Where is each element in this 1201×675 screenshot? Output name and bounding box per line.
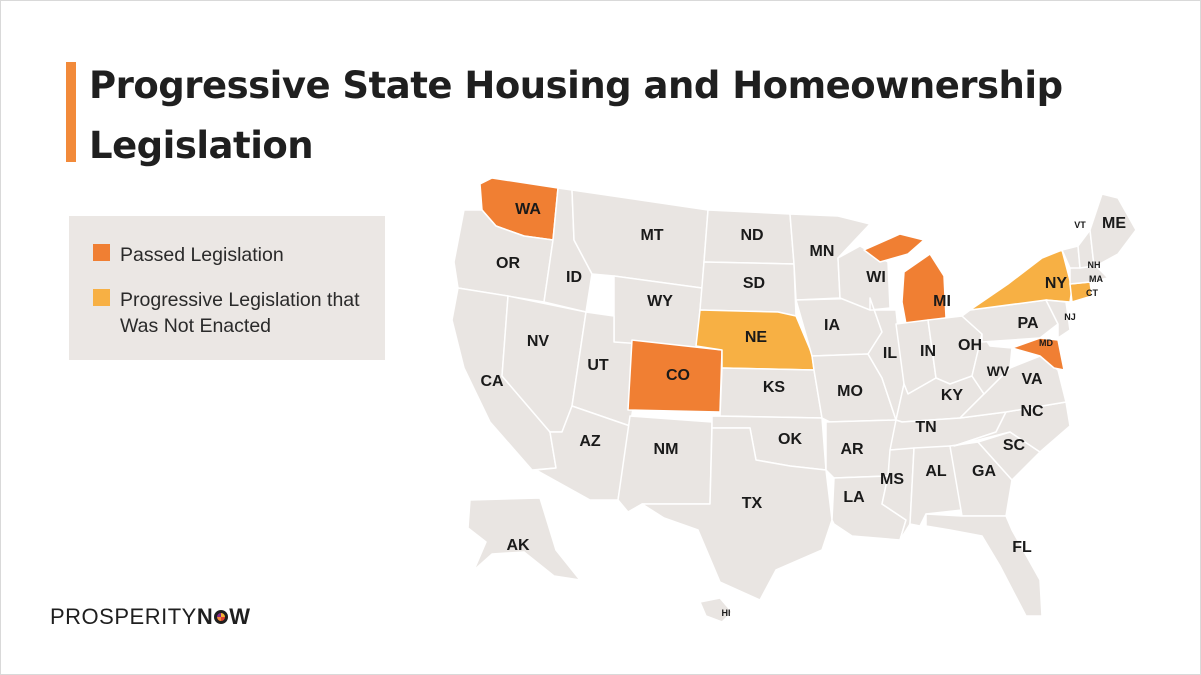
state-fl <box>925 513 1043 617</box>
state-label-ny: NY <box>1045 275 1068 292</box>
page-title: Progressive State Housing and Homeowners… <box>89 64 1063 167</box>
state-label-ks: KS <box>763 379 786 396</box>
state-label-or: OR <box>496 255 520 272</box>
state-label-hi: HI <box>722 608 731 618</box>
state-label-nj: NJ <box>1064 312 1076 322</box>
state-label-va: VA <box>1021 371 1042 388</box>
state-me <box>1089 193 1137 267</box>
state-label-nm: NM <box>654 441 679 458</box>
state-label-nh: NH <box>1088 260 1101 270</box>
legend-label-passed: Passed Legislation <box>120 244 284 266</box>
state-label-la: LA <box>843 489 865 506</box>
state-label-al: AL <box>925 463 947 480</box>
state-label-wv: WV <box>987 363 1010 379</box>
state-label-ga: GA <box>972 463 996 480</box>
state-label-pa: PA <box>1017 315 1038 332</box>
legend-item-passed: Passed Legislation <box>93 242 284 268</box>
state-label-nc: NC <box>1020 403 1044 420</box>
state-label-me: ME <box>1102 215 1126 232</box>
state-label-ct: CT <box>1086 288 1098 298</box>
state-label-id: ID <box>566 269 582 286</box>
state-label-mn: MN <box>810 243 835 260</box>
title-accent-bar <box>66 62 76 162</box>
state-label-wi: WI <box>866 269 886 286</box>
us-map: WA OR CA ID NV MT WY UT AZ CO NM ND SD NE KS OK TX MN IA MO… <box>430 170 1170 640</box>
state-label-ne: NE <box>745 329 768 346</box>
legend-swatch-passed <box>93 244 110 261</box>
state-label-md: MD <box>1039 338 1053 348</box>
state-label-tn: TN <box>915 419 936 436</box>
state-label-mt: MT <box>640 227 663 244</box>
state-label-mo: MO <box>837 383 863 400</box>
state-label-vt: VT <box>1074 220 1086 230</box>
state-mi <box>901 253 947 325</box>
state-label-ma: MA <box>1089 274 1103 284</box>
state-label-nd: ND <box>740 227 763 244</box>
state-label-sc: SC <box>1003 437 1026 454</box>
logo-text-n: N <box>196 604 214 629</box>
state-label-tx: TX <box>742 495 763 512</box>
state-label-oh: OH <box>958 337 982 354</box>
state-label-ar: AR <box>840 441 864 458</box>
state-wi <box>837 245 891 311</box>
state-label-ut: UT <box>587 357 609 374</box>
state-label-ca: CA <box>480 373 504 390</box>
legend-swatch-not-enacted <box>93 289 110 306</box>
state-md <box>1011 337 1065 371</box>
state-label-wa: WA <box>515 201 541 218</box>
state-label-in: IN <box>920 343 936 360</box>
legend-label-not-enacted: Progressive Legislation that Was Not Ena… <box>120 289 360 337</box>
state-label-il: IL <box>883 345 897 362</box>
state-label-ky: KY <box>941 387 964 404</box>
state-mi-upper <box>863 233 925 263</box>
state-label-fl: FL <box>1012 539 1032 556</box>
state-label-ak: AK <box>506 537 530 554</box>
state-ga <box>949 441 1013 517</box>
state-label-nv: NV <box>527 333 550 350</box>
state-label-az: AZ <box>579 433 601 450</box>
state-label-sd: SD <box>743 275 765 292</box>
state-va <box>959 355 1067 419</box>
legend: Passed Legislation Progressive Legislati… <box>69 216 385 360</box>
state-label-ms: MS <box>880 471 904 488</box>
state-label-ia: IA <box>824 317 840 334</box>
state-hi <box>699 597 733 623</box>
state-nj <box>1045 299 1071 339</box>
state-tx <box>641 427 833 601</box>
logo-text-w: W <box>229 604 251 629</box>
us-map-svg: WA OR CA ID NV MT WY UT AZ CO NM ND SD NE KS OK TX MN IA MO… <box>451 177 1137 623</box>
state-ak <box>467 497 581 581</box>
logo-o-icon <box>214 610 229 624</box>
state-label-mi: MI <box>933 293 951 310</box>
state-label-wy: WY <box>647 293 673 310</box>
state-label-ok: OK <box>778 431 802 448</box>
legend-item-not-enacted: Progressive Legislation that Was Not Ena… <box>93 287 375 339</box>
state-label-co: CO <box>666 367 690 384</box>
prosperity-now-logo: PROSPERITY N W <box>50 604 250 630</box>
state-nm <box>617 415 713 513</box>
logo-text-prefix: PROSPERITY <box>50 604 197 629</box>
